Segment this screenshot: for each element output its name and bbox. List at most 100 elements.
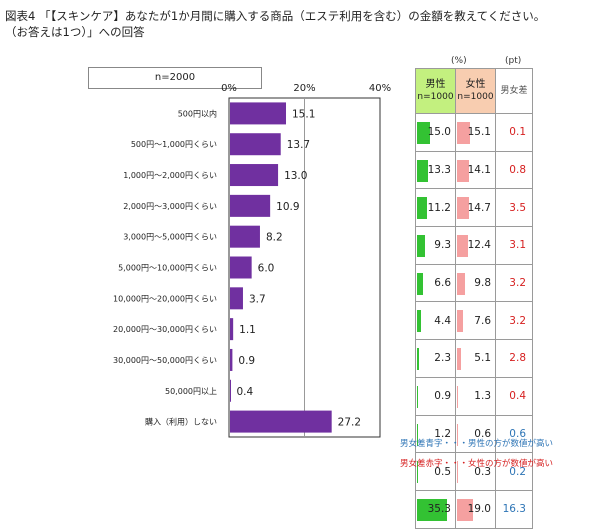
category-label: 3,000円～5,000円くらい [123,233,217,242]
male-label: 男性 [425,79,446,90]
diff-cell: 3.2 [495,263,533,303]
male-value: 0.5 [434,465,451,478]
note-red: 男女差赤字・・・女性の方が数値が高い [400,459,554,469]
male-cell: 0.9 [415,376,456,416]
male-bar [417,272,423,295]
male-cell: 2.3 [415,339,456,378]
female-n: n=1000 [457,92,494,102]
female-cell: 1.3 [455,376,496,416]
sample-size-box: n=2000 [88,67,262,89]
category-label: 30,000円～50,000円くらい [113,356,217,365]
diff-cell: 3.1 [495,226,533,265]
category-label: 20,000円～30,000円くらい [113,325,217,334]
male-value: 6.6 [434,277,451,290]
diff-value: 3.2 [509,314,526,327]
female-value: 5.1 [474,352,491,365]
male-bar [417,310,421,333]
value-label: 27.2 [338,417,361,429]
female-value: 14.1 [467,164,491,177]
diff-header: 男女差 [495,68,533,114]
male-cell: 11.2 [415,188,456,228]
male-bar [417,385,418,408]
diff-value: 0.8 [509,164,526,177]
diff-cell: 0.8 [495,150,533,190]
female-value: 9.8 [474,277,491,290]
female-value: 14.7 [467,201,491,214]
category-label: 500円以内 [178,108,217,118]
table-header-row: 男性 n=1000 女性 n=1000 男女差 [415,68,533,114]
female-bar [457,348,462,371]
table-row: 15.0 15.1 0.1 [415,113,533,152]
bar-chart: 0% 20% 40% 500円以内 15.1 500円～1,000円くらい 13.7 1,00… [113,83,391,438]
table-row: 11.2 14.7 3.5 [415,188,533,228]
male-header: 男性 n=1000 [415,68,456,114]
male-cell: 9.3 [415,226,456,265]
male-cell: 13.3 [415,150,456,190]
female-bar [457,272,466,295]
male-value: 35.3 [427,503,451,516]
female-bar [457,159,469,182]
x-tick-label: 40% [369,83,391,94]
bar [230,164,279,187]
diff-value: 3.1 [509,239,526,252]
male-bar [417,348,419,371]
male-value: 0.9 [434,390,451,403]
female-value: 7.6 [474,314,491,327]
table-row: 9.3 12.4 3.1 [415,226,533,265]
male-bar [417,423,419,446]
category-label: 購入（利用）しない [145,417,217,427]
female-value: 0.6 [474,427,491,440]
value-label: 15.1 [292,108,315,120]
diff-value: 3.5 [509,201,526,214]
bar [230,410,332,433]
bar [230,133,281,156]
value-label: 0.4 [237,386,254,398]
female-bar [457,385,459,408]
male-n: n=1000 [417,92,454,102]
table-row: 0.9 1.3 0.4 [415,376,533,416]
x-tick-label: 0% [221,83,237,94]
female-bar [457,197,470,220]
male-value: 4.4 [434,314,451,327]
table-row: 13.3 14.1 0.8 [415,150,533,190]
chart-title: 図表4 「【スキンケア】あなたが1か月間に購入する商品（エステ利用を含む）の金額… [5,9,546,39]
male-value: 9.3 [434,239,451,252]
diff-cell: 3.2 [495,301,533,341]
female-bar [457,461,458,484]
value-label: 0.9 [238,355,255,367]
value-label: 13.0 [284,170,307,182]
female-value: 12.4 [467,239,491,252]
bar [230,287,243,310]
female-cell: 12.4 [455,226,496,265]
female-value: 15.1 [467,126,491,139]
bar [230,348,233,371]
diff-cell: 3.5 [495,188,533,228]
male-value: 13.3 [427,164,451,177]
male-value: 11.2 [427,201,451,214]
male-bar [417,159,429,182]
table-row: 1.2 0.6 0.6 [415,414,533,454]
table-row: 4.4 7.6 3.2 [415,301,533,341]
unit-points: (pt) [505,56,522,66]
female-cell: 19.0 [455,489,496,529]
category-label: 10,000円～20,000円くらい [113,294,217,303]
diff-cell: 2.8 [495,339,533,378]
diff-value: 16.3 [502,503,526,516]
bar [230,194,271,217]
diff-value: 0.2 [509,465,526,478]
male-value: 2.3 [434,352,451,365]
value-label: 1.1 [239,324,256,336]
female-header: 女性 n=1000 [455,68,496,114]
x-tick-label: 20% [293,83,315,94]
female-cell: 0.6 [455,414,496,454]
male-value: 1.2 [434,427,451,440]
bar [230,256,252,279]
female-cell: 15.1 [455,113,496,152]
value-label: 8.2 [266,232,283,244]
category-label: 2,000円～3,000円くらい [123,202,217,211]
table-row: 35.3 19.0 16.3 [415,489,533,529]
female-label: 女性 [465,79,486,90]
female-bar [457,310,464,333]
male-bar [417,235,425,258]
male-cell: 6.6 [415,263,456,303]
